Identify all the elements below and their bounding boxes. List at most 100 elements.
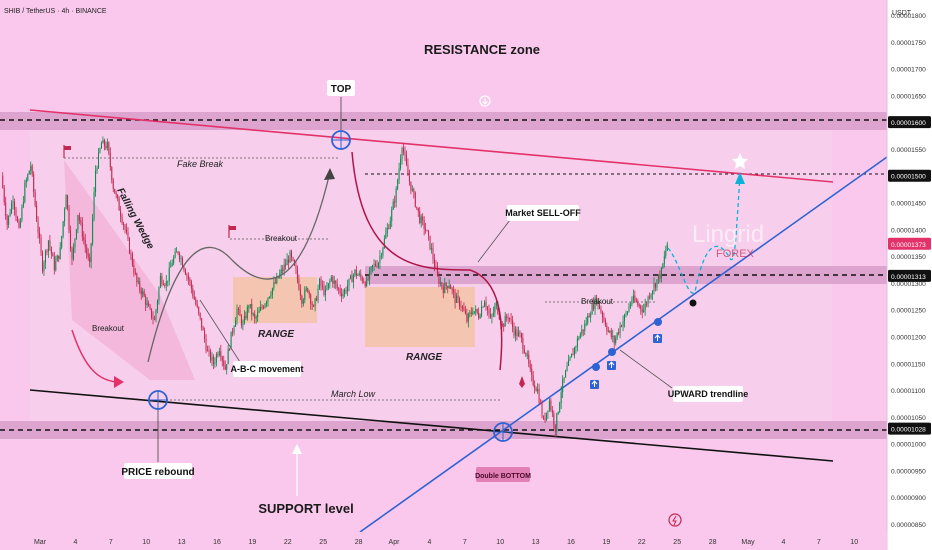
candle-body — [112, 180, 114, 189]
double-bottom-circle — [493, 422, 513, 442]
breakout-label-3: Breakout — [581, 297, 614, 306]
candle-body — [227, 348, 229, 365]
price-tick-19: 0.00000850 — [891, 522, 926, 529]
price-badge-0 — [888, 116, 931, 129]
candle-body — [510, 319, 512, 321]
candle-body — [513, 327, 515, 336]
candle-body — [302, 299, 304, 304]
candle-body — [420, 216, 422, 223]
candle-body — [345, 289, 347, 292]
candle-body — [436, 266, 438, 276]
candle-body — [100, 143, 102, 149]
candle-body — [616, 332, 618, 338]
price-badge-label-0: 0.00001600 — [891, 120, 926, 127]
resistance-zone-label: RESISTANCE zone — [424, 42, 540, 57]
lightning-icon — [668, 513, 682, 527]
candle-body — [339, 288, 341, 293]
candle-body — [232, 331, 234, 333]
rocket-icon — [519, 376, 525, 388]
candle-body — [329, 280, 331, 284]
candle-body — [548, 400, 550, 411]
candle-body — [146, 303, 148, 306]
candle-body — [537, 388, 539, 392]
candle-body — [663, 256, 665, 264]
symbol-title[interactable]: SHIB / TetherUS · 4h · BINANCE — [4, 8, 107, 15]
candle-body — [460, 306, 462, 308]
candle-body — [274, 282, 276, 284]
time-tick-2: 7 — [109, 539, 113, 546]
candle-body — [3, 187, 5, 203]
candle-body — [386, 228, 388, 234]
candle-body — [320, 278, 322, 286]
candle-body — [19, 220, 21, 228]
candle-body — [422, 216, 424, 221]
candle-body — [208, 350, 210, 352]
time-axis-ticks: Mar 4 7 10 13 16 19 22 25 28 Apr 4 7 10 13 16 19 22 25 28 Ma… — [34, 539, 858, 546]
candle-body — [62, 221, 64, 237]
candle-body — [489, 314, 491, 318]
candle-body — [123, 223, 125, 226]
candle-body — [643, 310, 645, 313]
candle-body — [612, 336, 614, 338]
candle-body — [193, 295, 195, 300]
candle-body — [423, 220, 425, 230]
projection-arrow-head — [735, 172, 745, 184]
candle-body — [581, 329, 583, 334]
candle-body — [361, 277, 363, 282]
candle-body — [125, 229, 128, 233]
candle-body — [202, 327, 204, 331]
candle-body — [447, 285, 449, 289]
candle-body — [324, 289, 326, 295]
price-badge-3 — [888, 269, 931, 282]
candle-body — [517, 332, 519, 337]
candle-body — [615, 337, 617, 344]
candle-body — [140, 289, 142, 295]
candle-body — [547, 410, 549, 413]
time-tick-0: Mar — [34, 539, 47, 546]
candle-body — [246, 306, 248, 319]
currency-label[interactable]: USDT — [892, 10, 912, 17]
candle-body — [323, 285, 325, 295]
candle-body — [590, 314, 592, 318]
candle-body — [97, 152, 100, 169]
candle-body — [550, 400, 552, 410]
abc-badge — [233, 361, 301, 377]
candle-body — [251, 304, 253, 315]
candle-body — [538, 388, 540, 403]
arrow-down-icon — [479, 95, 491, 107]
candle-body — [417, 207, 419, 212]
time-axis-panel — [0, 532, 887, 550]
candle-body — [190, 281, 192, 289]
candle-body — [235, 320, 237, 327]
candle-body — [143, 291, 145, 297]
candle-body — [221, 357, 223, 361]
up-signal-arrow-3 — [654, 334, 661, 341]
candle-body — [96, 168, 98, 171]
candle-body — [252, 313, 254, 315]
candle-body — [401, 148, 403, 160]
candle-body — [39, 232, 41, 239]
candle-body — [170, 266, 172, 268]
candle-body — [209, 350, 212, 361]
price-tick-5: 0.00001550 — [891, 147, 926, 154]
candle-body — [64, 209, 66, 222]
candle-body — [68, 208, 70, 231]
candle-body — [370, 266, 372, 271]
candle-body — [261, 306, 263, 308]
candle-body — [607, 330, 609, 332]
candle-body — [218, 351, 220, 356]
candle-body — [42, 252, 44, 272]
candle-body — [161, 275, 163, 284]
time-tick-3: 10 — [142, 539, 150, 546]
candle-body — [373, 263, 375, 266]
candle-body — [485, 301, 487, 308]
candle-body — [641, 309, 643, 313]
candle-body — [120, 210, 122, 217]
price-badge-2 — [888, 237, 931, 250]
candle-body — [637, 302, 639, 305]
candle-body — [179, 253, 181, 260]
candle-body — [336, 283, 338, 289]
candle-body — [108, 142, 110, 154]
candle-body — [168, 267, 170, 281]
